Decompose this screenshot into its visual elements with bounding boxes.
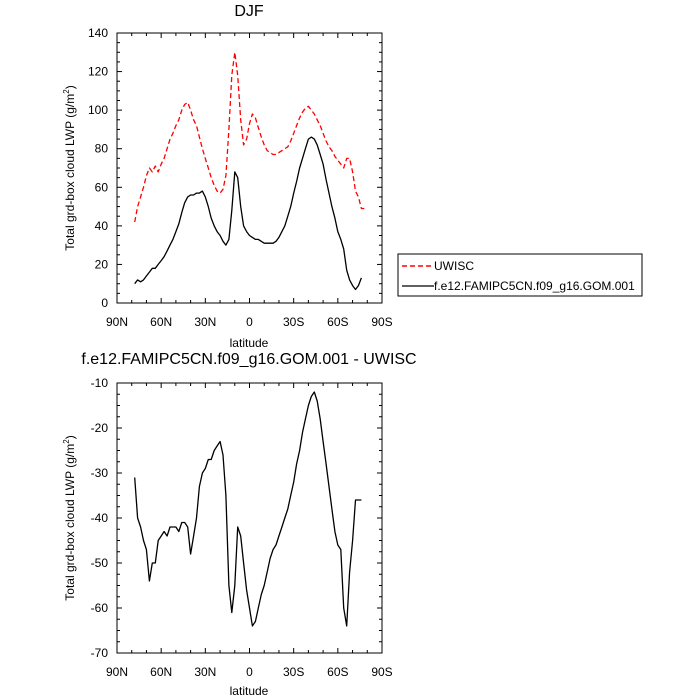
series-line-difference xyxy=(134,391,362,627)
y-tick-label: 80 xyxy=(95,142,109,156)
chart-bottom-ylabel-main: Total grd-box cloud LWP (g/m xyxy=(63,444,77,601)
x-tick-label: 90S xyxy=(371,315,392,329)
x-tick-label: 60S xyxy=(327,665,348,679)
x-tick-label: 0 xyxy=(246,315,253,329)
chart-bottom: f.e12.FAMIPC5CN.f09_g16.GOM.001 - UWISC … xyxy=(62,351,417,698)
x-tick-label: 30N xyxy=(194,665,216,679)
chart-bottom-ticks: 90N 60N 30N 0 30S 60S 90S -70 -60 -50 -40 -30 -20 -10 xyxy=(91,376,393,679)
chart-top-frame xyxy=(116,32,383,304)
x-tick-label: 30S xyxy=(283,315,304,329)
x-tick-label: 60N xyxy=(150,665,172,679)
y-tick-label: 60 xyxy=(95,180,109,194)
chart-bottom-series xyxy=(134,391,362,627)
chart-top-series xyxy=(134,51,365,291)
x-tick-label: 30S xyxy=(283,665,304,679)
y-tick-label: -20 xyxy=(91,421,109,435)
chart-top-ylabel-end: ) xyxy=(63,85,77,89)
y-tick-label: 120 xyxy=(88,65,108,79)
x-tick-label: 90N xyxy=(106,315,128,329)
y-tick-label: -40 xyxy=(91,511,109,525)
x-tick-label: 30N xyxy=(194,315,216,329)
series-line-uwisc xyxy=(134,51,365,223)
legend: UWISC f.e12.FAMIPC5CN.f09_g16.GOM.001 xyxy=(397,253,643,297)
y-tick-label: -60 xyxy=(91,601,109,615)
chart-top-xlabel: latitude xyxy=(230,336,269,350)
x-tick-label: 90N xyxy=(106,665,128,679)
chart-bottom-frame xyxy=(116,382,383,654)
y-tick-label: -50 xyxy=(91,556,109,570)
y-tick-label: 20 xyxy=(95,257,109,271)
chart-top-ylabel-main: Total grd-box cloud LWP (g/m xyxy=(63,94,77,251)
y-tick-label: 140 xyxy=(88,26,108,40)
chart-top-title: DJF xyxy=(234,3,264,20)
y-tick-label: -70 xyxy=(91,646,109,660)
chart-bottom-title: f.e12.FAMIPC5CN.f09_g16.GOM.001 - UWISC xyxy=(81,351,416,368)
x-tick-label: 60S xyxy=(327,315,348,329)
x-tick-label: 60N xyxy=(150,315,172,329)
x-tick-label: 0 xyxy=(246,665,253,679)
chart-top-ylabel: Total grd-box cloud LWP (g/m2) xyxy=(62,85,77,250)
chart-top-ticks: 90N 60N 30N 0 30S 60S 90S 0 20 40 60 80 100 120 140 xyxy=(88,26,393,329)
legend-label-model: f.e12.FAMIPC5CN.f09_g16.GOM.001 xyxy=(434,279,635,293)
x-tick-label: 90S xyxy=(371,665,392,679)
y-tick-label: -10 xyxy=(91,376,109,390)
y-tick-label: 100 xyxy=(88,103,108,117)
chart-bottom-xlabel: latitude xyxy=(230,684,269,698)
y-tick-label: -30 xyxy=(91,466,109,480)
chart-bottom-ylabel-end: ) xyxy=(63,435,77,439)
chart-top-ylabel-sup: 2 xyxy=(62,89,71,94)
series-line-f-e12-famipc5cn-f09-g16-gom-001 xyxy=(134,136,363,291)
chart-bottom-ylabel: Total grd-box cloud LWP (g/m2) xyxy=(62,435,77,600)
legend-box xyxy=(397,253,643,297)
chart-bottom-ylabel-sup: 2 xyxy=(62,439,71,444)
chart-top: DJF 90N 60N 30N 0 30S 60S 90S 0 20 40 60 80 100 120 14… xyxy=(62,3,643,350)
y-tick-label: 40 xyxy=(95,219,109,233)
y-tick-label: 0 xyxy=(101,296,108,310)
legend-label-uwisc: UWISC xyxy=(434,259,474,273)
